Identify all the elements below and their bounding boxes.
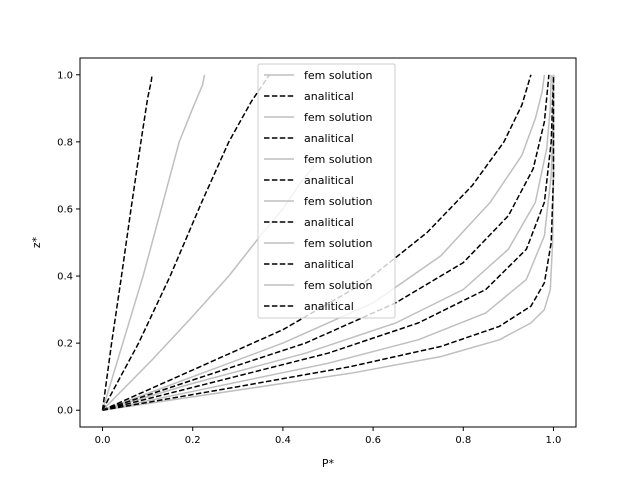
y-axis-label: z*: [30, 236, 43, 248]
legend: fem solution analitical fem solution analit…: [257, 63, 396, 319]
legend-entry: analitical: [304, 174, 354, 187]
legend-entry: analitical: [304, 90, 354, 103]
legend-entry: fem solution: [304, 237, 372, 250]
legend-entry: fem solution: [304, 195, 372, 208]
legend-entry: analitical: [304, 258, 354, 271]
legend-frame: [257, 63, 396, 319]
x-tick-label: 0.4: [275, 435, 291, 446]
fem-solution-line-5: [102, 74, 555, 411]
x-axis-label: P*: [322, 457, 335, 470]
legend-entry: fem solution: [304, 279, 372, 292]
y-tick-label: 0.8: [57, 137, 73, 148]
analitical-line-5: [102, 74, 555, 411]
x-tick-label: 0.2: [185, 435, 201, 446]
analitical-line-2: [101, 74, 271, 411]
y-tick-label: 1.0: [57, 70, 73, 81]
legend-entry: analitical: [304, 216, 354, 229]
legend-entry: fem solution: [304, 111, 372, 124]
plot-frame: [79, 57, 577, 428]
y-tick-label: 0.0: [57, 406, 73, 417]
y-tick-label: 0.2: [57, 339, 73, 350]
fem-solution-line-3: [102, 74, 546, 411]
y-tick-label: 0.4: [57, 272, 73, 283]
analitical-line-1: [101, 74, 153, 411]
legend-entry: analitical: [304, 132, 354, 145]
analitical-line-3: [102, 74, 532, 411]
analitical-line-6: [102, 74, 555, 411]
ticks-layer: 0.0 0.2 0.4 0.6 0.8 1.0 0.0 0.2 0.4 0.6 0.8 1.0: [57, 70, 561, 446]
legend-entry: fem solution: [304, 153, 372, 166]
fem-solution-line-1: [101, 74, 206, 411]
x-tick-label: 0.0: [95, 435, 111, 446]
x-tick-label: 0.6: [365, 435, 381, 446]
x-tick-label: 1.0: [546, 435, 562, 446]
x-tick-label: 0.8: [455, 435, 471, 446]
analitical-line-4: [102, 74, 550, 411]
y-tick-label: 0.6: [57, 204, 73, 215]
fem-solution-line-4: [102, 74, 552, 411]
fem-solution-line-6: [102, 74, 555, 411]
legend-entry: analitical: [304, 300, 354, 313]
legend-entry: fem solution: [304, 69, 372, 82]
